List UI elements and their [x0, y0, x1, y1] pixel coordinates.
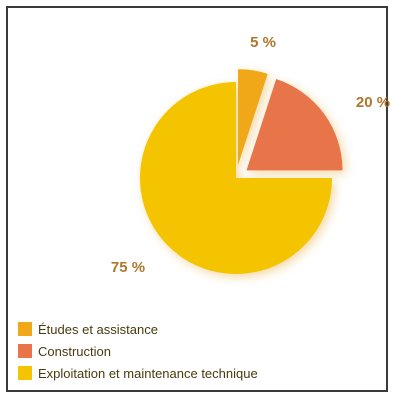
legend-label-etudes: Études et assistance: [38, 321, 158, 337]
pie-slice-exploitation: [140, 82, 332, 274]
pie-label-exploitation: 75 %: [111, 259, 145, 276]
pie-slice-etudes: [238, 69, 268, 166]
legend-item-construction: Construction: [18, 340, 258, 362]
legend-item-etudes: Études et assistance: [18, 318, 258, 340]
pie-label-construction: 20 %: [356, 94, 390, 111]
legend-swatch-exploitation: [18, 366, 32, 380]
legend-item-exploitation: Exploitation et maintenance technique: [18, 362, 258, 384]
legend-label-construction: Construction: [38, 343, 111, 359]
legend-swatch-construction: [18, 344, 32, 358]
pie-label-etudes: 5 %: [250, 34, 276, 51]
legend-label-exploitation: Exploitation et maintenance technique: [38, 365, 258, 381]
legend-swatch-etudes: [18, 322, 32, 336]
legend: Études et assistance Construction Exploi…: [18, 318, 258, 384]
pie-slice-construction: [246, 79, 343, 171]
